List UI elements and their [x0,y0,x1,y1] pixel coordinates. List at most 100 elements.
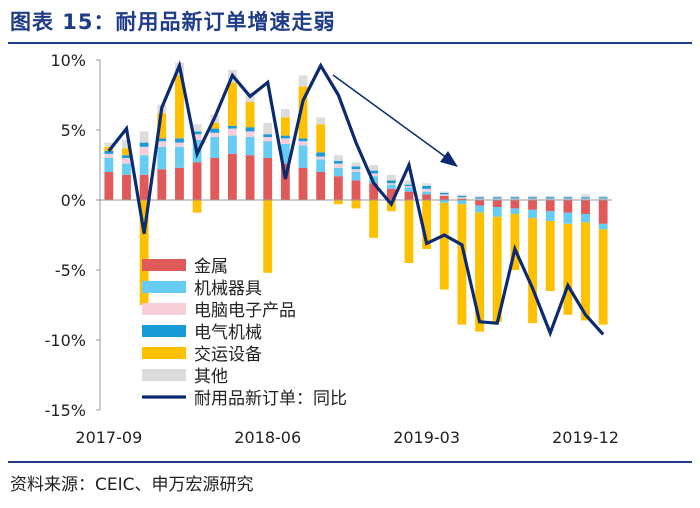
bar-other [581,194,590,198]
bar-electrical [422,186,432,189]
bar-metal [404,191,414,200]
bar-transport [545,221,555,291]
bar-electrical [475,197,484,199]
bar-computer [280,138,290,144]
bar-machinery [351,172,361,181]
bar-metal [139,174,149,200]
bar-electrical [492,197,502,199]
title-divider [8,42,692,44]
bar-computer [545,198,555,200]
y-tick-label: 5% [61,121,86,140]
bar-machinery [263,141,273,158]
bar-machinery [386,184,396,189]
bar-transport [475,212,484,332]
bar-computer [492,198,502,200]
bar-electrical [139,142,149,147]
bar-electrical [263,134,273,137]
bar-metal [210,158,220,200]
bar-computer [122,158,131,164]
bar-transport [263,200,273,273]
legend-label-transport: 交运设备 [194,345,262,365]
bar-computer [316,156,326,160]
bar-metal [545,200,555,212]
bar-metal [457,198,467,200]
x-tick-label: 2019-12 [552,428,619,447]
bar-transport [228,82,237,126]
bar-other [351,162,361,167]
bar-computer [457,197,467,199]
bar-electrical [192,131,202,135]
bar-computer [528,198,537,200]
bar-other [598,195,608,198]
bar-machinery [333,167,343,177]
bar-transport [528,218,537,324]
bar-transport [457,204,467,325]
bar-computer [333,163,343,168]
bar-computer [192,134,202,140]
bar-other [439,191,449,193]
bar-other [386,174,396,181]
bar-metal [157,169,167,200]
bar-electrical [122,155,131,158]
bar-other [563,195,573,198]
bar-computer [422,188,432,192]
bar-machinery [175,146,184,168]
bar-metal [316,172,326,200]
bar-other [298,75,308,87]
y-tick-label: 0% [61,191,86,210]
bar-machinery [581,214,590,223]
bar-electrical [210,128,220,133]
bar-transport [298,86,308,139]
bar-transport [139,200,149,305]
bar-electrical [510,197,520,199]
trend-arrow-shaft [332,74,448,159]
legend-swatch-computer [142,303,186,315]
bar-computer [581,198,590,200]
bar-other [545,195,555,198]
bar-other [457,194,467,196]
bar-metal [175,167,184,200]
legend-label-computer: 电脑电子产品 [194,301,296,321]
bar-metal [263,158,273,200]
bar-transport [598,229,608,325]
bar-computer [475,198,484,200]
bar-machinery [245,137,255,156]
bar-electrical [351,166,361,170]
bar-machinery [104,158,114,172]
bar-other [492,195,502,198]
x-tick-label: 2018-06 [234,428,301,447]
bar-transport [280,117,290,136]
y-tick-label: -5% [55,261,86,280]
bar-other [475,195,484,198]
bar-computer [263,137,273,142]
bar-computer [175,142,184,147]
bar-metal [333,176,343,200]
bar-other [192,124,202,132]
bar-machinery [439,200,449,203]
bar-metal [122,174,131,200]
bar-metal [528,200,537,210]
y-tick-label: -15% [45,401,86,420]
bar-metal [280,163,290,200]
bar-metal [581,200,590,214]
bar-other [422,183,432,186]
bar-machinery [298,145,308,168]
bar-metal [245,155,255,200]
bar-machinery [404,187,414,192]
bar-machinery [563,212,573,224]
bar-metal [192,162,202,200]
bar-transport [369,200,379,238]
bar-other [139,131,149,143]
bar-computer [139,146,149,156]
bar-computer [563,198,573,200]
bar-electrical [439,193,449,195]
bar-computer [210,132,220,137]
bar-computer [157,141,167,147]
bar-machinery [510,208,520,214]
bar-metal [598,200,608,224]
bar-transport [422,200,432,249]
bar-electrical [333,160,343,164]
bar-computer [404,186,414,188]
bar-machinery [545,211,555,221]
bar-electrical [228,125,237,129]
